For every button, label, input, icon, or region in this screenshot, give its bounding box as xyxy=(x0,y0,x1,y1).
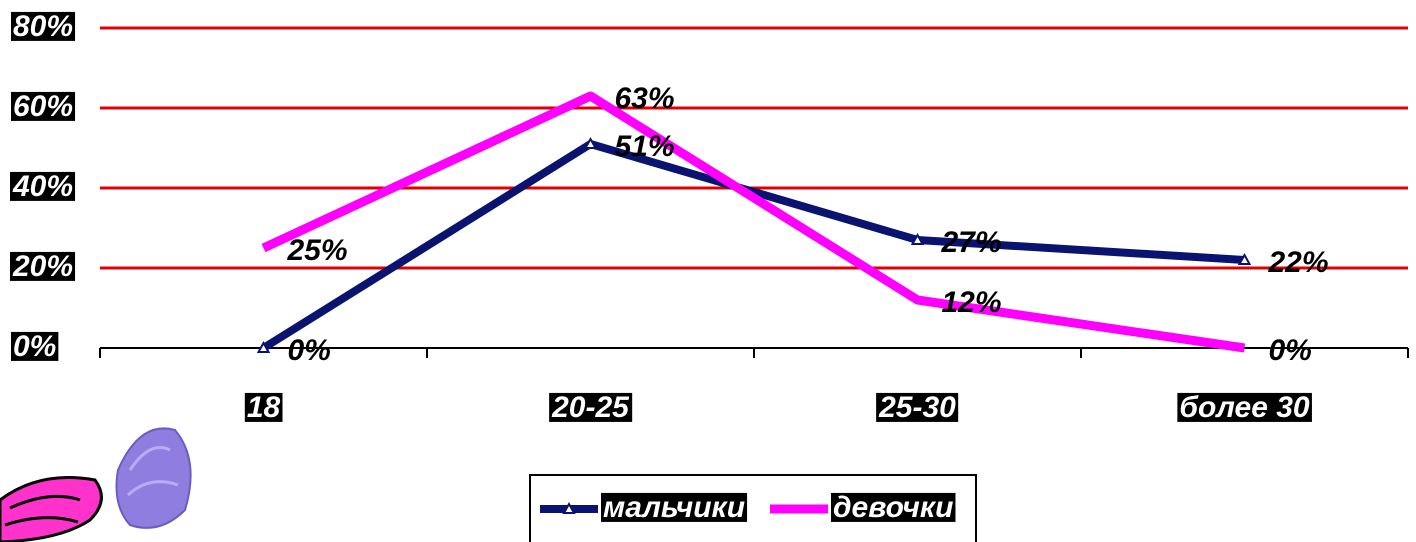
data-label-girls: 63% xyxy=(615,82,675,115)
data-label-boys: 51% xyxy=(615,130,675,163)
legend-label-boys: мальчики xyxy=(601,491,748,524)
svg-text:80%: 80% xyxy=(13,10,73,43)
data-label-girls: 0% xyxy=(1269,334,1312,367)
svg-text:0%: 0% xyxy=(13,330,56,363)
y-axis: 0% 20% 40% 60% 80% xyxy=(10,10,76,363)
data-labels: 0% 51% 27% 22% 25% 63% 12% 0% xyxy=(287,82,1329,367)
butterfly-icon xyxy=(0,427,192,542)
x-axis: 18 20-25 25-30 более 30 xyxy=(99,347,1409,424)
legend: мальчики девочки xyxy=(529,474,977,542)
data-point-boys xyxy=(256,340,271,353)
y-tick-label: 40% xyxy=(10,170,76,203)
x-tick-label: 25-30 xyxy=(876,391,959,424)
legend-label-girls: девочки xyxy=(831,491,956,524)
data-point-boys xyxy=(910,232,925,245)
svg-text:более 30: более 30 xyxy=(1179,391,1310,424)
svg-text:мальчики: мальчики xyxy=(603,491,745,524)
series-line-boys xyxy=(261,140,1245,352)
data-label-girls: 25% xyxy=(287,234,348,267)
data-label-boys: 0% xyxy=(288,334,331,367)
data-label-girls: 12% xyxy=(942,286,1002,319)
x-tick-label: более 30 xyxy=(1177,391,1312,424)
x-tick-label: 20-25 xyxy=(549,391,633,424)
svg-text:40%: 40% xyxy=(12,170,73,203)
gridlines xyxy=(100,26,1408,270)
data-label-boys: 27% xyxy=(941,226,1002,259)
series-line-girls xyxy=(261,91,1246,353)
y-tick-label: 20% xyxy=(10,250,76,283)
y-tick-label: 80% xyxy=(11,10,76,43)
data-point-boys xyxy=(1237,252,1252,265)
y-tick-label: 0% xyxy=(11,330,59,363)
svg-text:25-30: 25-30 xyxy=(878,391,956,424)
svg-text:девочки: девочки xyxy=(833,491,953,524)
svg-text:60%: 60% xyxy=(13,90,73,123)
data-point-boys xyxy=(583,136,598,149)
svg-text:20%: 20% xyxy=(12,250,73,283)
legend-marker-boys xyxy=(562,501,576,514)
svg-text:20-25: 20-25 xyxy=(551,391,630,424)
series-lines xyxy=(256,91,1252,353)
svg-text:18: 18 xyxy=(247,391,281,424)
y-tick-label: 60% xyxy=(11,90,76,123)
x-tick-label: 18 xyxy=(244,391,283,424)
data-label-boys: 22% xyxy=(1268,246,1329,279)
